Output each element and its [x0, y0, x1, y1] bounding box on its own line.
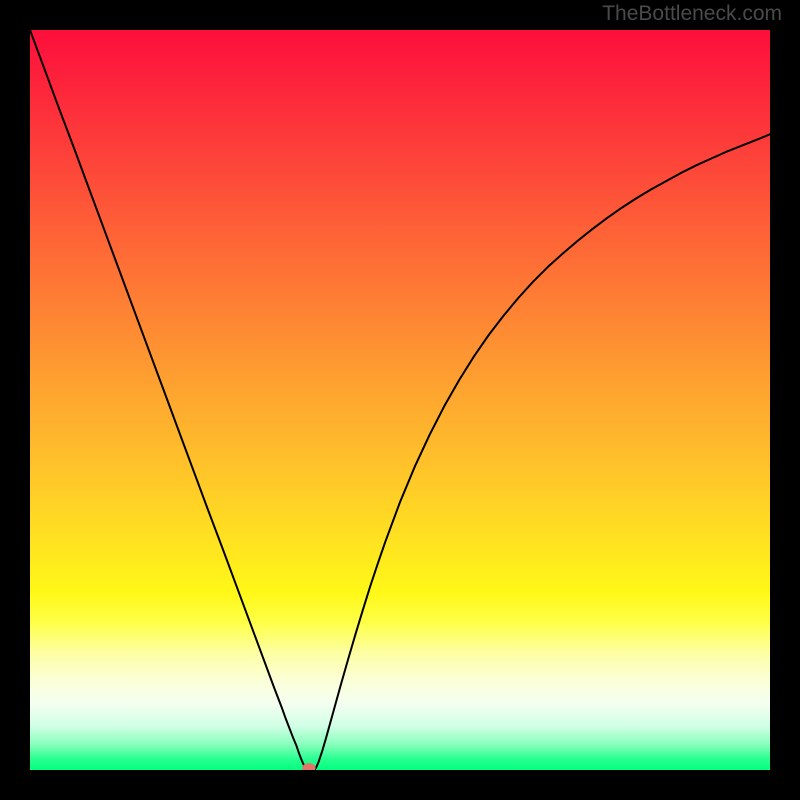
- watermark-text: TheBottleneck.com: [602, 2, 782, 26]
- chart-frame: TheBottleneck.com: [0, 0, 800, 800]
- plot-area: [30, 30, 770, 770]
- bottleneck-curve-chart: [30, 30, 770, 770]
- gradient-background: [30, 30, 770, 770]
